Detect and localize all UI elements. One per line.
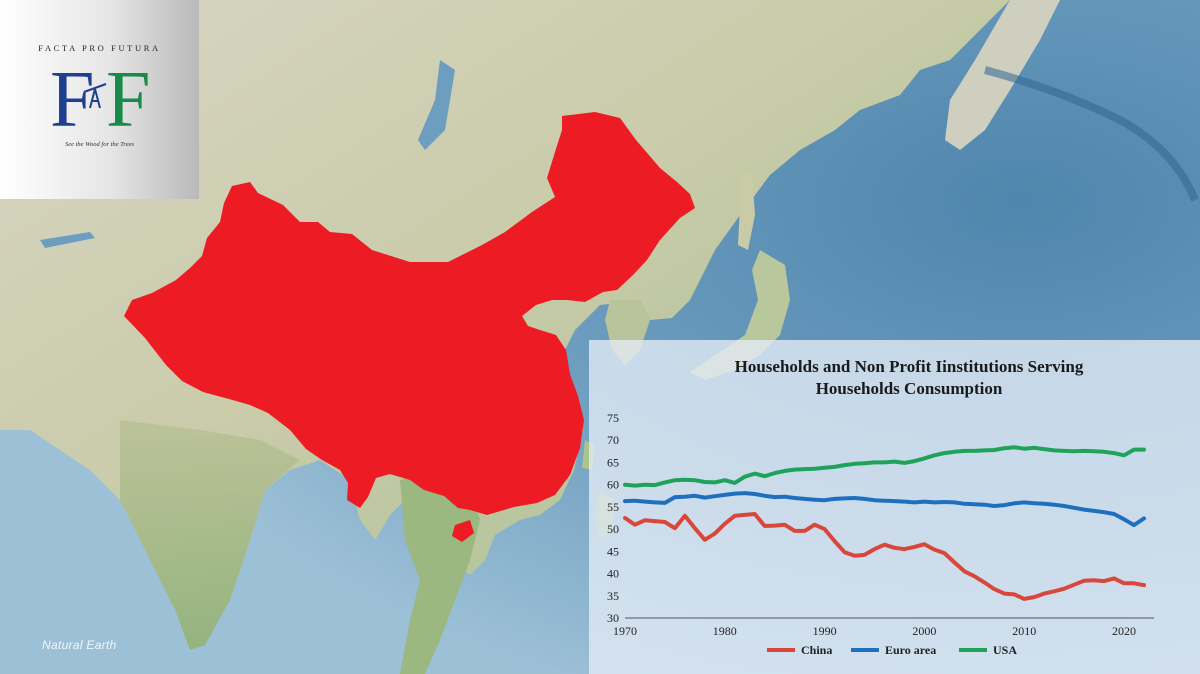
y-tick-label: 35 (607, 589, 619, 603)
legend-label-usa: USA (993, 643, 1017, 657)
chart-axes: 30 35 40 45 50 55 60 65 70 75 1970 1980 1990 2000 2010… (607, 411, 1154, 638)
logo-top-text: FACTA PRO FUTURA (38, 43, 161, 53)
y-tick-label: 75 (607, 411, 619, 425)
y-tick-label: 45 (607, 544, 619, 558)
logo-f-right: F (106, 56, 151, 134)
series-line-euro-area (623, 491, 1146, 528)
y-tick-label: 40 (607, 567, 619, 581)
chart-title-line-2: Households Consumption (816, 379, 1003, 398)
chart-panel: Households and Non Profit Iinstitutions … (589, 340, 1200, 674)
logo-ff-mark: FF F F (50, 56, 151, 134)
y-tick-label: 70 (607, 433, 619, 447)
y-tick-label: 50 (607, 522, 619, 536)
ocean-trench (983, 66, 1199, 202)
logo-f-left: F (50, 56, 95, 134)
lake-baikal (418, 60, 455, 150)
consumption-line-chart: Households and Non Profit Iinstitutions … (607, 357, 1154, 657)
series-line-china (623, 512, 1146, 601)
chart-legend: China Euro area USA (767, 643, 1017, 657)
map-credit: Natural Earth (42, 638, 117, 652)
china-highlight (124, 112, 695, 515)
land-south-asia (120, 420, 300, 650)
land-southeast-asia (400, 470, 480, 674)
x-tick-label: 2020 (1112, 624, 1136, 638)
y-tick-label: 65 (607, 455, 619, 469)
x-tick-label: 1970 (613, 624, 637, 638)
legend-label-euro-area: Euro area (885, 643, 936, 657)
land-sakhalin (738, 170, 755, 250)
x-tick-label: 1990 (813, 624, 837, 638)
logo-tagline: See the Wood for the Trees (64, 141, 135, 148)
y-tick-label: 60 (607, 478, 619, 492)
hainan-highlight (452, 520, 474, 542)
x-tick-label: 2010 (1012, 624, 1036, 638)
y-tick-label: 55 (607, 500, 619, 514)
brand-logo: FACTA PRO FUTURA FF F F See the Wood for… (0, 0, 199, 199)
x-tick-label: 1980 (713, 624, 737, 638)
series-line-usa (623, 445, 1146, 488)
chart-title-line-1: Households and Non Profit Iinstitutions … (735, 357, 1084, 376)
legend-label-china: China (801, 643, 832, 657)
y-tick-label: 30 (607, 611, 619, 625)
x-tick-label: 2000 (912, 624, 936, 638)
chart-series (623, 445, 1146, 601)
lake-balkhash (40, 232, 95, 248)
telescope-icon (83, 83, 107, 109)
